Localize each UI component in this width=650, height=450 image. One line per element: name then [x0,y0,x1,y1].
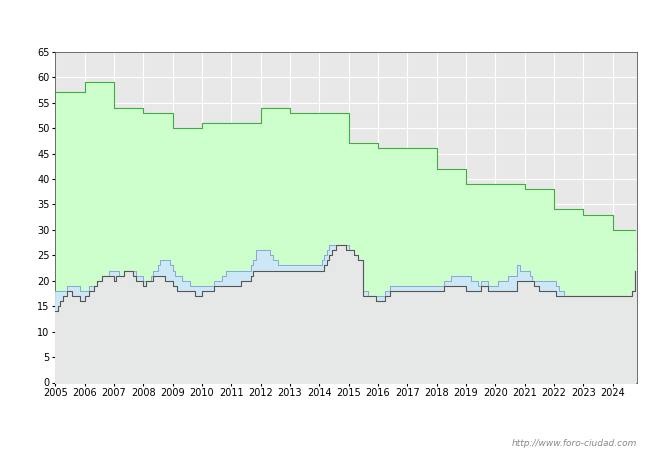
Text: Oncala - Evolucion de la poblacion en edad de Trabajar Septiembre de 2024: Oncala - Evolucion de la poblacion en ed… [100,18,550,31]
Text: http://www.foro-ciudad.com: http://www.foro-ciudad.com [512,439,637,448]
